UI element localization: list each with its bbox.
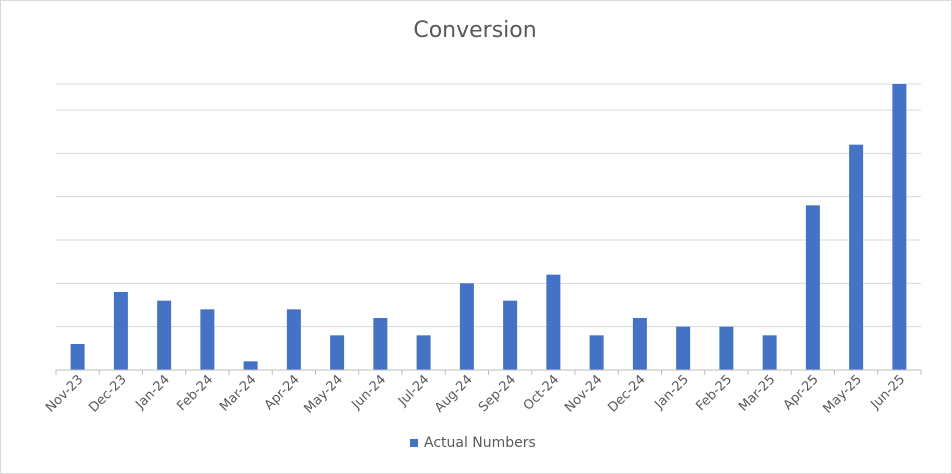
x-tick-labels: Nov-23 Dec-23 Jan-24 Feb-24 Mar-24 Apr-24May-… — [43, 372, 908, 416]
bar-feb-24 — [200, 309, 215, 370]
legend-swatch — [410, 439, 418, 447]
x-tick-label: Aug-24 — [432, 372, 476, 416]
bar-mar-25 — [762, 335, 777, 370]
x-tick-label: Apr-25 — [781, 372, 822, 413]
x-tick-label: Feb-24 — [174, 372, 216, 414]
chart-title: Conversion — [413, 18, 537, 43]
x-tick-label: Nov-23 — [43, 372, 86, 415]
bar-oct-24 — [546, 274, 561, 370]
bar-nov-23 — [70, 344, 85, 370]
x-axis — [55, 369, 922, 375]
bar-apr-25 — [805, 205, 820, 370]
x-tick-label: Oct-24 — [521, 372, 563, 414]
bar-jan-25 — [676, 326, 691, 370]
legend-label: Actual Numbers — [424, 435, 536, 451]
x-tick-label: Jan-25 — [651, 372, 692, 413]
x-tick-label: Apr-24 — [262, 372, 303, 413]
x-tick-label: May-25 — [820, 372, 864, 416]
x-tick-label: Dec-23 — [86, 372, 129, 415]
x-tick-label: Mar-25 — [736, 372, 778, 414]
x-tick-label: May-24 — [301, 372, 345, 416]
bar-jul-24 — [416, 335, 431, 370]
x-tick-label: Jun-25 — [868, 372, 909, 413]
x-tick-label: Nov-24 — [562, 372, 605, 415]
bars — [70, 84, 907, 370]
bar-jan-24 — [157, 300, 172, 370]
x-tick-label: Jun-24 — [349, 372, 390, 413]
bar-may-25 — [849, 144, 864, 370]
bar-aug-24 — [459, 283, 474, 370]
gridlines — [56, 83, 921, 328]
bar-jun-24 — [373, 318, 388, 370]
bar-apr-24 — [286, 309, 301, 370]
bar-mar-24 — [243, 361, 258, 370]
bar-nov-24 — [589, 335, 604, 370]
x-tick-label: Mar-24 — [217, 372, 259, 414]
bar-may-24 — [330, 335, 345, 370]
bar-feb-25 — [719, 326, 734, 370]
legend: Actual Numbers — [410, 434, 536, 452]
x-tick-label: Jan-24 — [132, 372, 173, 413]
bar-sep-24 — [503, 300, 518, 370]
x-tick-label: Jul-24 — [395, 372, 432, 409]
x-tick-label: Feb-25 — [693, 372, 735, 414]
x-tick-label: Dec-24 — [605, 372, 648, 415]
x-tick-label: Sep-24 — [476, 372, 519, 415]
bar-dec-24 — [632, 318, 647, 370]
bar-dec-23 — [113, 292, 128, 370]
bar-jun-25 — [892, 84, 907, 370]
